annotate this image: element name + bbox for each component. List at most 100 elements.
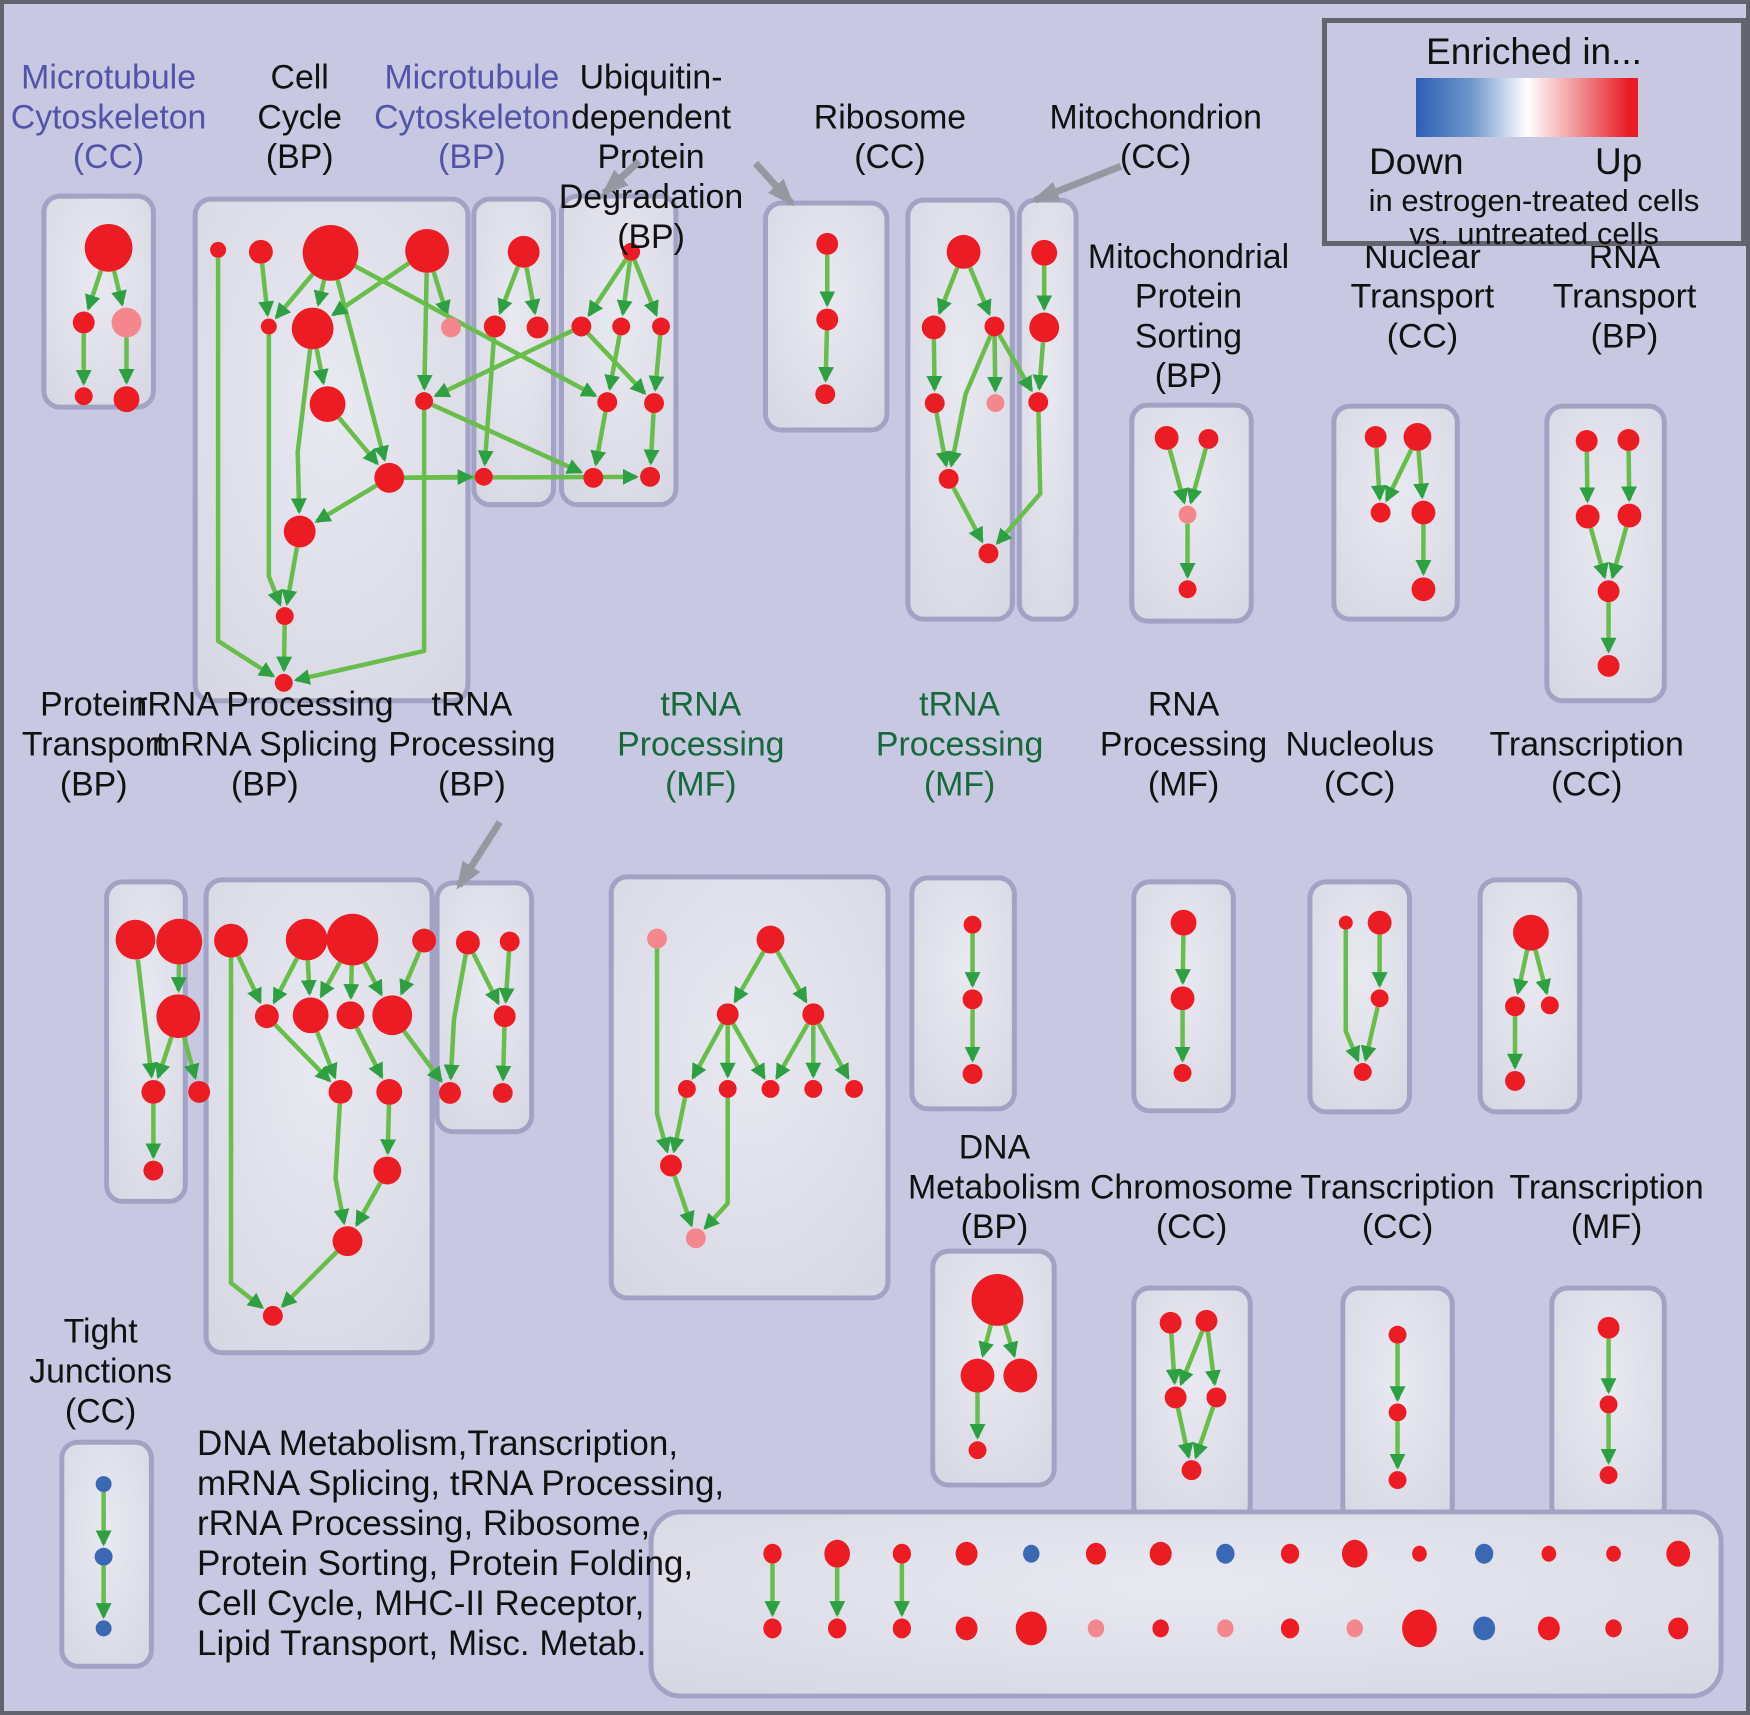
edge-arrow	[1579, 451, 1596, 504]
go-term-node	[816, 232, 839, 255]
edge-arrow	[354, 264, 598, 398]
cluster-box-nuclear-transport-cc	[1331, 403, 1460, 622]
cluster-label: (BP)	[266, 138, 334, 176]
go-term-node	[583, 467, 604, 488]
edge-arrow	[498, 951, 515, 1005]
cluster-label: RNA	[1148, 686, 1220, 724]
cluster-label: Transport	[22, 725, 166, 763]
edge-arrow	[731, 1022, 766, 1080]
edge-arrow	[1384, 448, 1414, 503]
go-term-node	[302, 224, 359, 281]
cluster-box-rrna-processing-mrna-splicing-bp	[203, 877, 435, 1356]
go-term-node	[283, 515, 316, 548]
legend-subtitle-line1: in estrogen-treated cells	[1368, 183, 1700, 218]
edge-arrow	[1608, 526, 1629, 580]
edge-arrow	[524, 267, 541, 316]
go-term-node	[507, 235, 540, 268]
go-term-node	[756, 925, 785, 954]
legend-gradient-bar	[1416, 78, 1638, 137]
go-term-node	[95, 1476, 112, 1493]
cluster-label: tRNA	[660, 686, 741, 724]
go-term-node	[647, 928, 667, 949]
edge-arrow	[404, 469, 474, 486]
edge-arrow	[402, 1029, 443, 1084]
go-term-node	[326, 913, 379, 966]
misc-clusters-text: DNA Metabolism,Transcription, mRNA Splic…	[197, 1424, 724, 1664]
misc-text-line: Cell Cycle, MHC-II Receptor,	[197, 1584, 645, 1623]
go-term-node	[1597, 654, 1620, 677]
edge-arrow	[1174, 935, 1191, 986]
go-term-node	[946, 234, 981, 269]
edge-arrow	[997, 333, 1034, 393]
label-pointer-arrow	[456, 820, 503, 890]
go-term-node	[597, 392, 618, 413]
edge-arrow	[312, 348, 329, 386]
edge-arrow	[951, 486, 984, 544]
go-term-node	[1388, 1403, 1407, 1422]
go-term-node	[962, 1064, 983, 1084]
legend-title: Enriched in...	[1426, 31, 1642, 72]
edge-arrow	[135, 959, 158, 1079]
edge-arrow	[343, 965, 360, 1001]
cluster-label: (CC)	[1362, 1208, 1433, 1246]
edge-arrow	[774, 1022, 810, 1080]
cluster-label: Protein	[40, 686, 147, 724]
go-term-node	[1159, 1311, 1182, 1334]
go-term-node	[971, 1274, 1024, 1326]
cluster-label: (BP)	[617, 218, 685, 256]
edge-arrow	[1002, 1324, 1019, 1359]
cluster-label: Transport	[1351, 278, 1495, 316]
edge-arrow	[362, 961, 384, 997]
go-term-node	[1513, 914, 1549, 951]
edge-arrow	[1533, 949, 1551, 996]
cluster-label: (CC)	[1387, 317, 1458, 355]
edge-arrow	[1178, 1330, 1205, 1387]
edge-arrow	[1621, 450, 1638, 503]
go-term-node	[526, 316, 549, 339]
edge-arrow	[586, 332, 647, 395]
edge-arrow	[354, 1026, 384, 1080]
go-enrichment-network: MicrotubuleCytoskeleton(CC)CellCycle(BP)…	[11, 59, 1724, 1699]
go-term-node	[1341, 1539, 1368, 1568]
cluster-label: (BP)	[231, 765, 299, 803]
go-term-node	[804, 1079, 823, 1098]
edge-arrow	[315, 1031, 338, 1080]
go-term-node	[474, 467, 493, 486]
cluster-label: (CC)	[1324, 765, 1395, 803]
edge-arrow	[1165, 1333, 1182, 1386]
go-term-node	[612, 317, 631, 336]
go-term-node	[1195, 1309, 1218, 1332]
edge-arrow	[946, 334, 993, 468]
go-term-node	[652, 317, 670, 336]
go-term-node	[1403, 423, 1432, 451]
cluster-label: Junctions	[29, 1353, 172, 1391]
go-term-node	[1031, 239, 1058, 266]
cluster-label: Cytoskeleton	[11, 98, 207, 136]
go-term-node	[1015, 1611, 1047, 1646]
go-term-node	[622, 242, 641, 261]
cluster-label: Tight	[64, 1313, 139, 1351]
label-pointer-arrow	[1030, 162, 1123, 204]
go-term-node	[1280, 1543, 1300, 1564]
cluster-box-rna-transport-bp	[1544, 403, 1667, 704]
go-term-node	[892, 1618, 912, 1639]
edge-arrow	[300, 960, 317, 997]
edge-arrow	[668, 1097, 688, 1154]
cluster-label: Cycle	[257, 98, 342, 136]
cluster-label: Processing	[617, 725, 784, 763]
cluster-box-dna-metabolism-bp	[930, 1248, 1057, 1488]
cluster-label: tRNA	[919, 686, 1000, 724]
go-term-node	[892, 1543, 912, 1564]
edge-arrow	[1032, 342, 1049, 391]
cluster-label: Transport	[1553, 278, 1697, 316]
edge-arrow	[1186, 447, 1208, 505]
go-term-node	[111, 307, 142, 338]
cluster-label: (CC)	[73, 138, 144, 176]
edge-arrow	[85, 269, 104, 311]
edge-arrow	[266, 334, 283, 607]
cluster-label: Cytoskeleton	[374, 98, 570, 136]
edge-arrow	[443, 953, 468, 1081]
edge-arrow	[477, 337, 497, 467]
edge-arrow	[817, 330, 834, 383]
go-term-node	[156, 918, 203, 965]
